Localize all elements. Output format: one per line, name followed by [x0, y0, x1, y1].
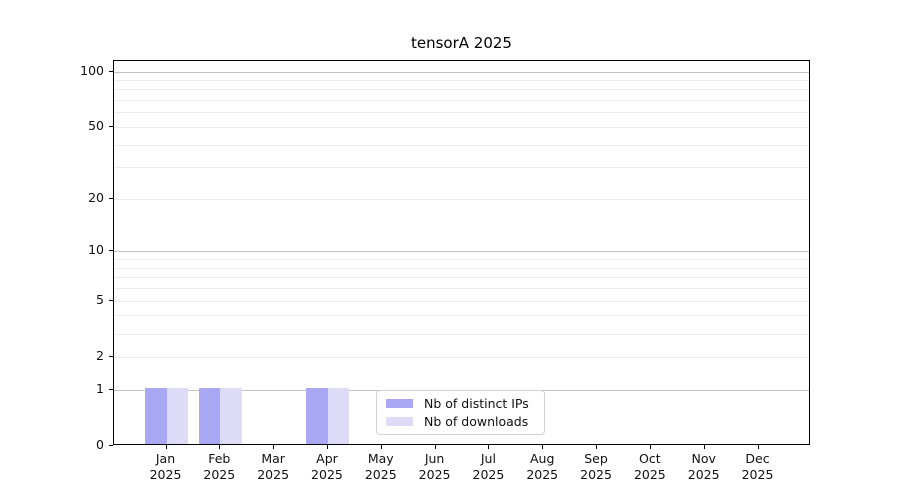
chart-title: tensorA 2025 [411, 34, 512, 52]
y-tick-label: 10 [88, 242, 104, 258]
x-tick-year: 2025 [311, 467, 343, 482]
minor-gridline [114, 79, 809, 81]
plot-area [113, 60, 810, 445]
minor-gridline [114, 315, 809, 317]
x-tick-mark [488, 445, 490, 449]
x-tick-month: Aug [530, 451, 555, 466]
y-tick-mark [109, 355, 113, 357]
x-tick-mark [596, 445, 598, 449]
x-tick-label: Oct 2025 [620, 451, 680, 483]
y-tick-label: 0 [96, 437, 104, 452]
bar-distinct-ips [145, 387, 167, 444]
y-tick-mark [109, 445, 113, 446]
legend: Nb of distinct IPs Nb of downloads [376, 390, 545, 435]
x-tick-label: Nov 2025 [674, 451, 734, 483]
x-tick-month: Nov [691, 451, 716, 466]
minor-gridline [114, 100, 809, 102]
legend-swatch-distinct-ips [386, 399, 413, 408]
x-tick-year: 2025 [418, 467, 451, 482]
x-tick-month: Sep [584, 451, 608, 466]
x-tick-year: 2025 [580, 467, 612, 482]
legend-row-downloads: Nb of downloads [386, 413, 535, 429]
minor-gridline [114, 126, 809, 128]
x-tick-month: Jul [480, 451, 496, 466]
x-tick-label: Sep 2025 [566, 451, 626, 483]
minor-gridline [114, 288, 809, 290]
y-tick-mark [109, 125, 113, 127]
x-tick-year: 2025 [687, 467, 720, 482]
x-tick-mark [273, 445, 275, 449]
y-tick-label: 100 [80, 62, 104, 78]
minor-gridline [114, 277, 809, 279]
minor-gridline [114, 333, 809, 335]
x-tick-label: Dec 2025 [728, 451, 788, 483]
minor-gridline [114, 300, 809, 302]
x-tick-year: 2025 [526, 467, 559, 482]
x-tick-month: Jun [424, 451, 445, 466]
x-tick-mark [434, 445, 436, 449]
x-tick-label: May 2025 [351, 451, 411, 483]
y-tick-mark [109, 299, 113, 301]
legend-swatch-downloads [386, 417, 413, 426]
legend-label-downloads: Nb of downloads [424, 413, 529, 429]
x-tick-label: Jul 2025 [458, 451, 518, 483]
x-tick-mark [165, 445, 167, 449]
x-tick-label: Mar 2025 [243, 451, 303, 483]
minor-gridline [114, 167, 809, 169]
bar-distinct-ips [306, 387, 328, 444]
minor-gridline [114, 144, 809, 146]
x-tick-label: Feb 2025 [189, 451, 249, 483]
x-tick-month: Feb [208, 451, 231, 466]
y-tick-mark [109, 70, 113, 72]
legend-label-distinct-ips: Nb of distinct IPs [424, 395, 529, 411]
minor-gridline [114, 259, 809, 261]
x-tick-year: 2025 [149, 467, 182, 482]
minor-gridline [114, 198, 809, 200]
y-tick-mark [109, 250, 113, 252]
x-tick-month: Oct [639, 451, 661, 466]
bar-downloads [166, 387, 188, 444]
x-tick-mark [219, 445, 221, 449]
bar-distinct-ips [198, 387, 221, 444]
y-tick-label: 20 [88, 189, 104, 205]
bar-downloads [327, 387, 350, 444]
minor-gridline [114, 356, 809, 358]
x-tick-label: Jan 2025 [136, 451, 196, 483]
legend-row-distinct-ips: Nb of distinct IPs [386, 395, 535, 411]
x-tick-year: 2025 [364, 467, 397, 482]
major-gridline [114, 251, 809, 253]
x-tick-year: 2025 [472, 467, 505, 482]
y-tick-mark [109, 388, 113, 390]
x-tick-year: 2025 [741, 467, 774, 482]
x-tick-month: Apr [316, 451, 338, 466]
y-tick-label: 50 [88, 117, 104, 133]
x-tick-label: Aug 2025 [512, 451, 572, 483]
y-tick-label: 5 [96, 291, 104, 307]
x-tick-mark [757, 445, 759, 449]
x-tick-month: Mar [261, 451, 285, 466]
x-tick-month: May [367, 451, 394, 466]
x-tick-label: Apr 2025 [297, 451, 357, 483]
x-tick-mark [380, 445, 382, 449]
y-tick-label: 1 [96, 380, 104, 396]
minor-gridline [114, 112, 809, 114]
minor-gridline [114, 267, 809, 269]
bar-downloads [220, 387, 242, 444]
x-tick-label: Jun 2025 [405, 451, 465, 483]
x-tick-year: 2025 [203, 467, 236, 482]
major-gridline [114, 71, 809, 73]
x-tick-mark [649, 445, 651, 449]
minor-gridline [114, 89, 809, 91]
x-tick-mark [326, 445, 328, 449]
y-tick-label: 2 [96, 347, 104, 363]
y-tick-mark [109, 197, 113, 199]
x-tick-mark [703, 445, 705, 449]
x-tick-year: 2025 [633, 467, 666, 482]
x-tick-mark [542, 445, 544, 449]
x-tick-month: Jan [155, 451, 176, 466]
x-tick-year: 2025 [257, 467, 290, 482]
x-tick-month: Dec [745, 451, 770, 466]
